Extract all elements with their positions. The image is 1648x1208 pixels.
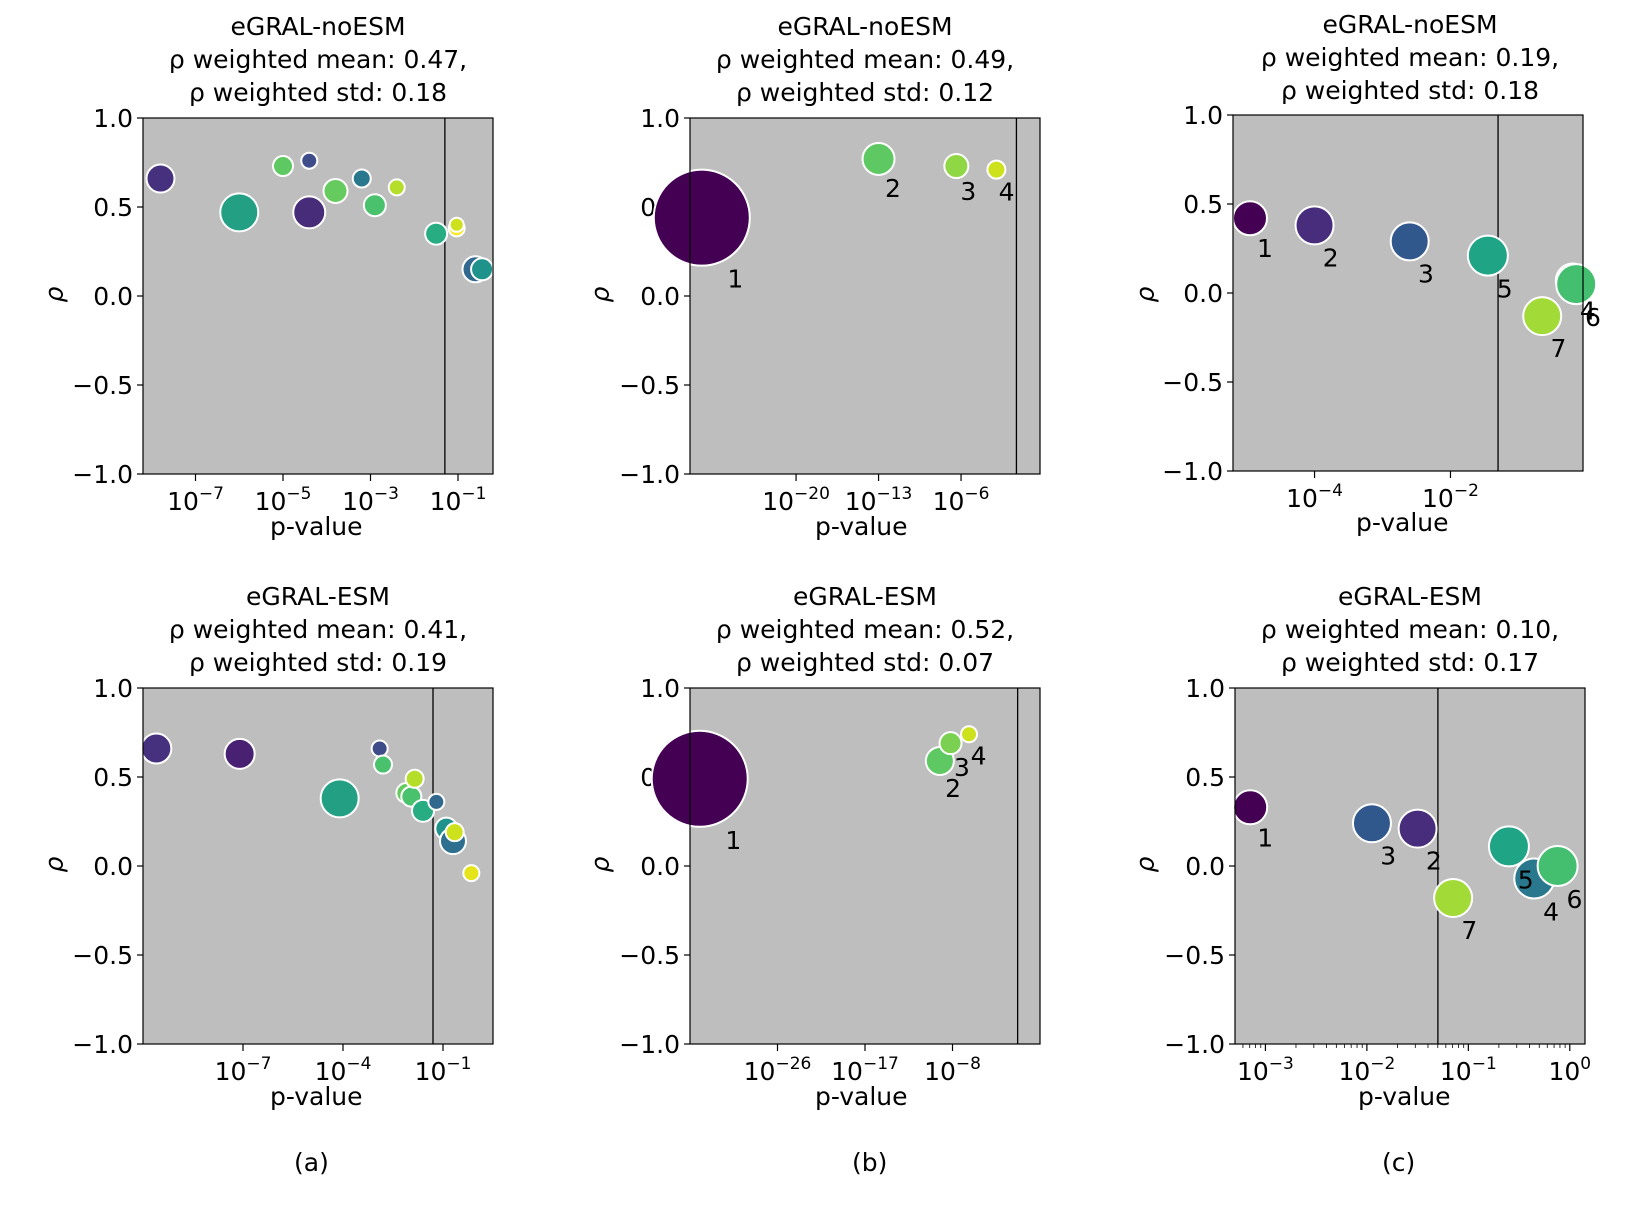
chart-title: eGRAL-ESM ρ weighted mean: 0.52, ρ weigh… [665,580,1065,679]
y-axis-label: ρ [39,286,69,303]
y-tick-label: −0.5 [72,371,133,400]
y-tick-label: 0.0 [93,282,133,311]
x-axis-label: p-value [815,1082,908,1111]
data-point [351,168,372,189]
y-axis-label: ρ [1130,286,1160,303]
data-point [300,151,319,170]
chart-title-line-3: ρ weighted std: 0.19 [188,648,448,677]
chart-title-line-2: ρ weighted mean: 0.19, [1260,43,1560,72]
chart-title: eGRAL-ESM ρ weighted mean: 0.41, ρ weigh… [118,580,518,679]
data-point [470,257,495,282]
x-tick-label: 10−1 [430,484,487,516]
chart-title: eGRAL-ESM ρ weighted mean: 0.10, ρ weigh… [1210,580,1610,679]
data-point [292,195,327,230]
y-axis-label: ρ [585,856,615,873]
data-point [219,192,260,233]
chart-title-line-1: eGRAL-noESM [230,12,406,41]
x-axis-label: p-value [1358,1082,1451,1111]
caption-b: (b) [852,1148,888,1177]
y-axis-label: ρ [1130,856,1160,873]
chart-title: eGRAL-noESM ρ weighted mean: 0.19, ρ wei… [1210,8,1610,107]
data-point [322,177,349,204]
data-point [145,163,176,194]
chart-title: eGRAL-noESM ρ weighted mean: 0.49, ρ wei… [665,10,1065,109]
chart-title: eGRAL-noESM ρ weighted mean: 0.47, ρ wei… [118,10,518,109]
caption-c: (c) [1382,1148,1416,1177]
chart-title-line-2: ρ weighted mean: 0.10, [1260,615,1560,644]
data-point [424,221,449,246]
x-tick-label: 10−3 [342,484,399,516]
plot-frame [142,117,494,475]
y-tick-label: 0.5 [93,193,133,222]
x-tick-label: 10−5 [255,484,312,516]
chart-title-line-1: eGRAL-noESM [777,12,953,41]
data-point [272,155,294,178]
chart-title-line-3: ρ weighted std: 0.18 [1280,76,1540,105]
chart-title-line-1: eGRAL-ESM [246,582,390,611]
chart-title-line-1: eGRAL-ESM [793,582,937,611]
data-point [387,178,406,197]
x-axis-label: p-value [270,1082,363,1111]
x-axis-label: p-value [1356,508,1449,537]
chart-title-line-2: ρ weighted mean: 0.49, [715,45,1015,74]
chart-title-line-1: eGRAL-noESM [1322,10,1498,39]
y-tick-label: −1.0 [72,460,133,489]
x-tick-label: 10−7 [167,484,224,516]
chart-title-line-3: ρ weighted std: 0.12 [735,78,995,107]
y-axis-label: ρ [585,286,615,303]
x-axis-label: p-value [815,512,908,541]
y-tick-label: 1.0 [93,104,133,133]
chart-title-line-1: eGRAL-ESM [1338,582,1482,611]
caption-a: (a) [294,1148,329,1177]
data-point [362,193,387,218]
chart-title-line-3: ρ weighted std: 0.18 [188,78,448,107]
y-axis-label: ρ [39,856,69,873]
chart-title-line-3: ρ weighted std: 0.17 [1280,648,1540,677]
chart-title-line-2: ρ weighted mean: 0.41, [168,615,468,644]
plot-background [143,118,493,474]
chart-title-line-2: ρ weighted mean: 0.47, [168,45,468,74]
chart-title-line-3: ρ weighted std: 0.07 [735,648,995,677]
x-axis-label: p-value [270,512,363,541]
chart-title-line-2: ρ weighted mean: 0.52, [715,615,1015,644]
data-point [448,216,465,233]
